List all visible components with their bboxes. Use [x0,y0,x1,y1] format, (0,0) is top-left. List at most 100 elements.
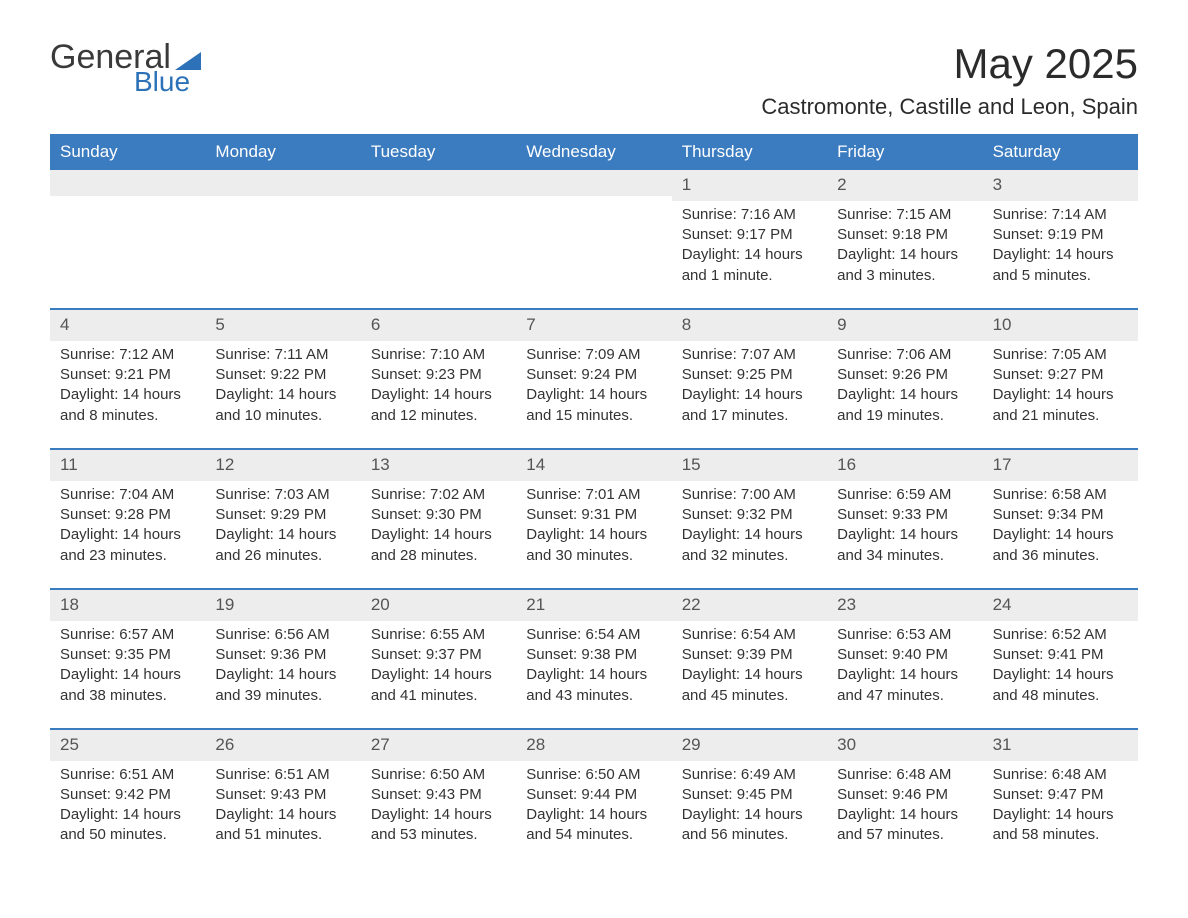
sunrise-line: Sunrise: 6:55 AM [371,625,506,645]
day-number: 17 [983,450,1138,481]
day-cell: 18Sunrise: 6:57 AMSunset: 9:35 PMDayligh… [50,590,205,728]
sunset-line: Sunset: 9:40 PM [837,645,972,665]
day-cell: 16Sunrise: 6:59 AMSunset: 9:33 PMDayligh… [827,450,982,588]
day-number: 6 [361,310,516,341]
daylight-line: Daylight: 14 hours and 34 minutes. [837,525,972,566]
day-number: 28 [516,730,671,761]
day-number: 9 [827,310,982,341]
daylight-line: Daylight: 14 hours and 41 minutes. [371,665,506,706]
day-number: 24 [983,590,1138,621]
sunrise-line: Sunrise: 6:56 AM [215,625,350,645]
day-details: Sunrise: 6:56 AMSunset: 9:36 PMDaylight:… [205,621,360,706]
day-details: Sunrise: 6:59 AMSunset: 9:33 PMDaylight:… [827,481,982,566]
week-row: 11Sunrise: 7:04 AMSunset: 9:28 PMDayligh… [50,448,1138,588]
daylight-line: Daylight: 14 hours and 57 minutes. [837,805,972,846]
sunset-line: Sunset: 9:26 PM [837,365,972,385]
day-details: Sunrise: 7:00 AMSunset: 9:32 PMDaylight:… [672,481,827,566]
sunset-line: Sunset: 9:43 PM [215,785,350,805]
day-number: 30 [827,730,982,761]
sunrise-line: Sunrise: 6:54 AM [526,625,661,645]
daylight-line: Daylight: 14 hours and 36 minutes. [993,525,1128,566]
day-details: Sunrise: 7:09 AMSunset: 9:24 PMDaylight:… [516,341,671,426]
day-cell: 17Sunrise: 6:58 AMSunset: 9:34 PMDayligh… [983,450,1138,588]
day-details: Sunrise: 6:49 AMSunset: 9:45 PMDaylight:… [672,761,827,846]
day-number: 27 [361,730,516,761]
sunset-line: Sunset: 9:38 PM [526,645,661,665]
daylight-line: Daylight: 14 hours and 50 minutes. [60,805,195,846]
sunrise-line: Sunrise: 7:04 AM [60,485,195,505]
daylight-line: Daylight: 14 hours and 51 minutes. [215,805,350,846]
sunset-line: Sunset: 9:22 PM [215,365,350,385]
day-details: Sunrise: 7:15 AMSunset: 9:18 PMDaylight:… [827,201,982,286]
day-cell: 24Sunrise: 6:52 AMSunset: 9:41 PMDayligh… [983,590,1138,728]
daylight-line: Daylight: 14 hours and 32 minutes. [682,525,817,566]
day-cell: 23Sunrise: 6:53 AMSunset: 9:40 PMDayligh… [827,590,982,728]
day-cell: 14Sunrise: 7:01 AMSunset: 9:31 PMDayligh… [516,450,671,588]
daylight-line: Daylight: 14 hours and 45 minutes. [682,665,817,706]
day-details: Sunrise: 6:58 AMSunset: 9:34 PMDaylight:… [983,481,1138,566]
sunset-line: Sunset: 9:31 PM [526,505,661,525]
weekday-header: Saturday [983,134,1138,170]
day-details: Sunrise: 7:06 AMSunset: 9:26 PMDaylight:… [827,341,982,426]
day-cell: 19Sunrise: 6:56 AMSunset: 9:36 PMDayligh… [205,590,360,728]
weekday-header-row: SundayMondayTuesdayWednesdayThursdayFrid… [50,134,1138,170]
sunrise-line: Sunrise: 6:59 AM [837,485,972,505]
daylight-line: Daylight: 14 hours and 30 minutes. [526,525,661,566]
day-details: Sunrise: 7:03 AMSunset: 9:29 PMDaylight:… [205,481,360,566]
day-number: 31 [983,730,1138,761]
day-number: 26 [205,730,360,761]
calendar-body: 1Sunrise: 7:16 AMSunset: 9:17 PMDaylight… [50,170,1138,868]
day-number [205,170,360,196]
daylight-line: Daylight: 14 hours and 39 minutes. [215,665,350,706]
weekday-header: Thursday [672,134,827,170]
daylight-line: Daylight: 14 hours and 58 minutes. [993,805,1128,846]
sunrise-line: Sunrise: 7:15 AM [837,205,972,225]
day-details: Sunrise: 7:11 AMSunset: 9:22 PMDaylight:… [205,341,360,426]
sunset-line: Sunset: 9:29 PM [215,505,350,525]
day-cell: 21Sunrise: 6:54 AMSunset: 9:38 PMDayligh… [516,590,671,728]
daylight-line: Daylight: 14 hours and 19 minutes. [837,385,972,426]
sunset-line: Sunset: 9:25 PM [682,365,817,385]
day-cell [516,170,671,308]
sunrise-line: Sunrise: 7:16 AM [682,205,817,225]
sunrise-line: Sunrise: 7:14 AM [993,205,1128,225]
sunset-line: Sunset: 9:44 PM [526,785,661,805]
week-row: 1Sunrise: 7:16 AMSunset: 9:17 PMDaylight… [50,170,1138,308]
day-number: 10 [983,310,1138,341]
sunrise-line: Sunrise: 7:12 AM [60,345,195,365]
day-cell: 7Sunrise: 7:09 AMSunset: 9:24 PMDaylight… [516,310,671,448]
day-details: Sunrise: 6:52 AMSunset: 9:41 PMDaylight:… [983,621,1138,706]
sunset-line: Sunset: 9:33 PM [837,505,972,525]
month-title: May 2025 [761,40,1138,88]
daylight-line: Daylight: 14 hours and 28 minutes. [371,525,506,566]
day-cell: 11Sunrise: 7:04 AMSunset: 9:28 PMDayligh… [50,450,205,588]
sunrise-line: Sunrise: 7:09 AM [526,345,661,365]
location-subtitle: Castromonte, Castille and Leon, Spain [761,94,1138,120]
day-number: 13 [361,450,516,481]
calendar: SundayMondayTuesdayWednesdayThursdayFrid… [50,134,1138,868]
sunset-line: Sunset: 9:18 PM [837,225,972,245]
day-number: 4 [50,310,205,341]
sunset-line: Sunset: 9:30 PM [371,505,506,525]
weekday-header: Sunday [50,134,205,170]
daylight-line: Daylight: 14 hours and 10 minutes. [215,385,350,426]
day-cell: 28Sunrise: 6:50 AMSunset: 9:44 PMDayligh… [516,730,671,868]
week-row: 18Sunrise: 6:57 AMSunset: 9:35 PMDayligh… [50,588,1138,728]
day-details: Sunrise: 7:05 AMSunset: 9:27 PMDaylight:… [983,341,1138,426]
daylight-line: Daylight: 14 hours and 8 minutes. [60,385,195,426]
day-number: 5 [205,310,360,341]
day-details: Sunrise: 6:50 AMSunset: 9:43 PMDaylight:… [361,761,516,846]
daylight-line: Daylight: 14 hours and 53 minutes. [371,805,506,846]
day-cell: 27Sunrise: 6:50 AMSunset: 9:43 PMDayligh… [361,730,516,868]
day-number: 7 [516,310,671,341]
sunset-line: Sunset: 9:32 PM [682,505,817,525]
sunrise-line: Sunrise: 7:03 AM [215,485,350,505]
sunset-line: Sunset: 9:23 PM [371,365,506,385]
sunrise-line: Sunrise: 7:00 AM [682,485,817,505]
sunrise-line: Sunrise: 6:48 AM [837,765,972,785]
day-details: Sunrise: 6:50 AMSunset: 9:44 PMDaylight:… [516,761,671,846]
day-cell: 8Sunrise: 7:07 AMSunset: 9:25 PMDaylight… [672,310,827,448]
day-number: 12 [205,450,360,481]
day-number: 22 [672,590,827,621]
day-number: 21 [516,590,671,621]
